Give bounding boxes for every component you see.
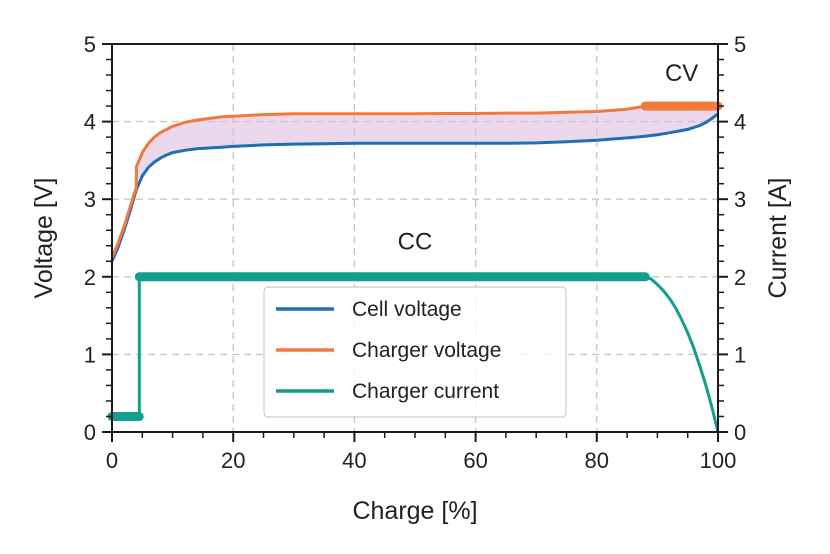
y-axis-label: Voltage [V] [30, 178, 58, 299]
annotation-cc: CC [398, 229, 433, 256]
y-tick-label-4: 4 [84, 110, 96, 135]
phase-highlights [107, 101, 723, 421]
legend-box [263, 286, 567, 418]
y2-tick-label-3: 3 [734, 187, 746, 212]
tick-labels: 0 20 40 60 80 100 0 1 2 3 4 5 0 1 2 3 4 5 [84, 32, 747, 473]
series-line-cell-voltage [112, 112, 718, 262]
y2-tick-label-5: 5 [734, 32, 746, 57]
legend-label-cell-voltage: Cell voltage [352, 298, 462, 321]
x-tick-label-40: 40 [342, 448, 366, 473]
x-tick-label-0: 0 [106, 448, 118, 473]
y-tick-label-0: 0 [84, 420, 96, 445]
axis-ticks [102, 43, 728, 442]
legend-label-charger-voltage: Charger voltage [352, 339, 501, 362]
y2-tick-label-2: 2 [734, 265, 746, 290]
x-tick-label-20: 20 [221, 448, 245, 473]
x-tick-label-80: 80 [585, 448, 609, 473]
annotation-cv: CV [665, 60, 698, 87]
y-tick-label-5: 5 [84, 32, 96, 57]
y2-tick-label-0: 0 [734, 420, 746, 445]
y-tick-label-1: 1 [84, 342, 96, 367]
x-axis-label: Charge [%] [352, 497, 477, 525]
x-tick-label-100: 100 [700, 448, 737, 473]
y2-tick-label-1: 1 [734, 342, 746, 367]
y2-tick-label-4: 4 [734, 110, 746, 135]
y-tick-label-3: 3 [84, 187, 96, 212]
y2-axis-label: Current [A] [764, 178, 792, 299]
legend-label-charger-current: Charger current [352, 380, 499, 403]
legend: Cell voltage Charger voltage Charger cur… [263, 286, 567, 418]
x-tick-label-60: 60 [463, 448, 487, 473]
y-tick-label-2: 2 [84, 265, 96, 290]
series-line-charger-voltage [112, 104, 718, 258]
